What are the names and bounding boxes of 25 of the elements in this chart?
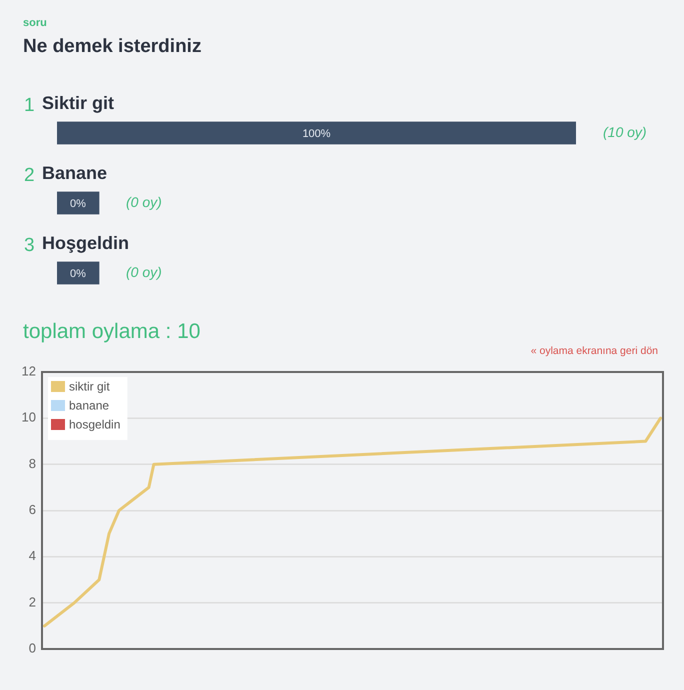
chart-title: Ne demek isterdiniz — [23, 36, 202, 58]
y-tick-label: Siktir git — [42, 92, 114, 113]
legend-label: siktir git — [69, 379, 110, 394]
annotation: (0 oy) — [126, 264, 162, 280]
legend-label: banane — [69, 398, 110, 412]
text: 1 — [24, 95, 35, 116]
y-tick-label: Hoşgeldin — [42, 232, 130, 253]
y-tick-label: 4 — [28, 548, 36, 564]
annotation: (0 oy) — [126, 194, 162, 210]
text: toplam oylama : 10 — [23, 320, 200, 344]
data-label: 0% — [70, 198, 86, 210]
y-tick-label: 0 — [28, 640, 36, 656]
chart-subtitle: soru — [23, 17, 47, 29]
legend-label: hosgeldin — [69, 417, 120, 432]
data-label: 100% — [302, 128, 331, 140]
y-tick-label: 12 — [22, 364, 36, 379]
data-label: 0% — [70, 268, 86, 280]
y-tick-label: Banane — [42, 162, 108, 183]
text: « oylama ekranına geri dön — [530, 345, 658, 357]
y-tick-label: 2 — [28, 594, 36, 610]
y-tick-label: 10 — [22, 410, 36, 425]
y-tick-label: 6 — [28, 502, 36, 518]
text: (10 oy) — [603, 124, 647, 140]
text: 3 — [24, 235, 35, 256]
y-tick-label: 8 — [28, 456, 36, 471]
